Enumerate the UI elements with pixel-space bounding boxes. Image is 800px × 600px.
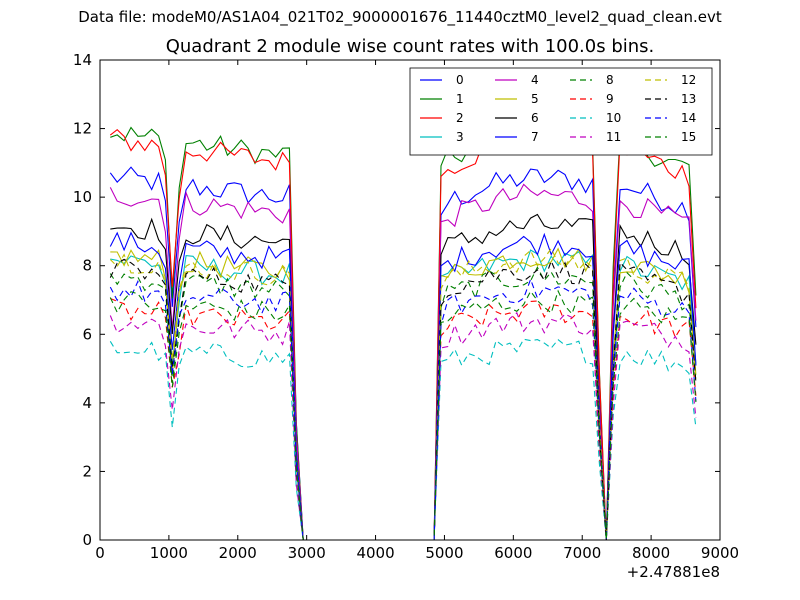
legend-label-7: 7 [531,130,539,144]
y-tick-label: 10 [73,188,92,206]
x-tick-label: 0 [95,544,105,562]
legend-label-3: 3 [456,130,464,144]
y-tick-label: 0 [82,531,92,549]
legend-label-14: 14 [681,111,696,125]
legend-label-0: 0 [456,73,464,87]
legend-label-13: 13 [681,92,696,106]
axes-frame [99,59,721,541]
x-tick-label: 7000 [563,544,601,562]
legend-label-10: 10 [606,111,621,125]
y-tick-label: 8 [82,257,92,275]
legend-label-15: 15 [681,130,696,144]
x-tick-label: 3000 [288,544,326,562]
legend-label-1: 1 [456,92,464,106]
legend-box [409,67,713,156]
x-tick-label: 8000 [632,544,670,562]
plot-area-border [99,59,721,541]
x-offset-label: +2.47881e8 [627,563,720,581]
chart-title: Quadrant 2 module wise count rates with … [165,36,655,57]
x-tick-label: 1000 [150,544,188,562]
x-tick-label: 2000 [219,544,257,562]
legend-label-4: 4 [531,73,539,87]
x-tick-label: 5000 [425,544,463,562]
y-tick-label: 6 [82,325,92,343]
y-tick-label: 12 [73,120,92,138]
y-tick-label: 4 [82,394,92,412]
ticks: 0 1000 2000 3000 4000 5000 6000 7000 8000 9000 0 2 4… [73,51,739,562]
legend-label-9: 9 [606,92,614,106]
x-tick-label: 9000 [701,544,739,562]
suptitle: Data file: modeM0/AS1A04_021T02_90000016… [78,8,722,26]
legend-label-2: 2 [456,111,464,125]
legend-label-5: 5 [531,92,539,106]
series-line-12 [109,247,697,541]
x-tick-label: 6000 [494,544,532,562]
legend-label-6: 6 [531,111,539,125]
legend-label-11: 11 [606,130,621,144]
series-line-9 [110,297,697,541]
y-tick-label: 2 [82,462,92,480]
y-tick-label: 14 [73,51,92,69]
legend-label-12: 12 [681,73,696,87]
legend-label-8: 8 [606,73,614,87]
x-tick-label: 4000 [356,544,394,562]
